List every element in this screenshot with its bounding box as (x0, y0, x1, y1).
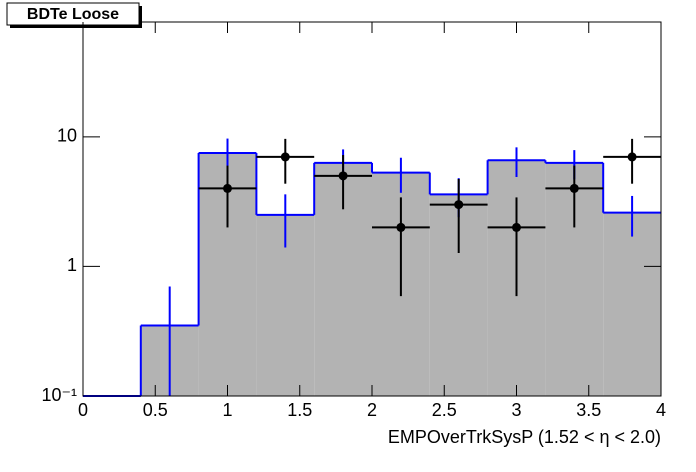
x-tick-label: 2 (367, 400, 377, 420)
data-point (512, 222, 521, 232)
x-tick-label: 3 (511, 400, 521, 420)
data-point (454, 200, 464, 210)
plot-area (83, 138, 661, 397)
x-axis-label: EMPOverTrkSysP (1.52 < η < 2.0) (388, 427, 661, 447)
x-tick-label: 0.5 (143, 400, 168, 420)
x-tick-label: 1.5 (287, 400, 312, 420)
chart-title: BDTe Loose (27, 6, 119, 23)
title-box (6, 2, 140, 26)
bar (603, 212, 661, 396)
data-point (223, 183, 232, 193)
x-tick-label: 4 (656, 400, 666, 420)
x-tick-label: 2.5 (432, 400, 457, 420)
data-point (569, 183, 579, 193)
x-tick-label: 3.5 (576, 400, 601, 420)
data-point (280, 152, 290, 162)
y-tick-label: 10 (57, 126, 77, 146)
data-point (338, 171, 348, 181)
x-tick-label: 0 (78, 400, 88, 420)
x-tick-label: 1 (222, 400, 232, 420)
y-tick-label: 1 (67, 255, 77, 275)
data-point (627, 152, 637, 162)
data-point (396, 222, 406, 232)
y-tick-label: 10⁻¹ (41, 385, 77, 405)
